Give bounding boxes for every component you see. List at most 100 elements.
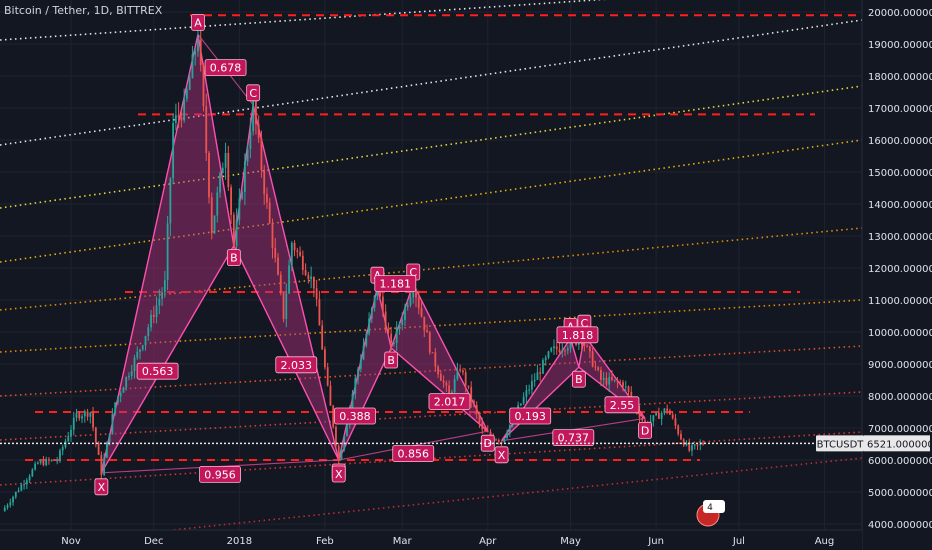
trend-channel-line — [0, 19, 863, 146]
y-tick-label: 7000.00000000 — [868, 424, 932, 435]
event-count-text: 4 — [707, 503, 713, 513]
candle-body — [536, 372, 539, 380]
pattern-point-b: B — [226, 249, 241, 267]
candle-body — [59, 450, 61, 461]
candle-body — [53, 459, 56, 461]
candle-body — [340, 449, 343, 460]
pattern-point-c-text: C — [249, 87, 257, 100]
ratio-xd-label-text: 0.856 — [397, 448, 429, 461]
y-tick-label: 11000.00000000 — [868, 296, 932, 307]
candle-body — [64, 441, 67, 448]
candle-body — [602, 377, 605, 380]
candle-body — [183, 98, 186, 121]
x-tick-label: 2018 — [227, 536, 252, 547]
candle-body — [9, 502, 12, 506]
pattern-point-x-text: X — [498, 449, 506, 462]
ratio-bd-label: 2.033 — [275, 356, 318, 374]
candle-body — [630, 391, 633, 399]
candle-body — [337, 445, 340, 460]
candle-body — [688, 442, 691, 451]
time-axis-panel — [0, 530, 862, 550]
y-tick-label: 20000.00000000 — [868, 8, 932, 19]
pattern-point-b-text: B — [575, 373, 583, 386]
candle-body — [3, 507, 6, 512]
pattern-point-c: C — [246, 84, 261, 102]
candle-body — [279, 274, 282, 293]
ratio-bd-label-box — [604, 396, 640, 414]
candle-body — [478, 413, 481, 423]
candle-body — [232, 214, 235, 246]
candle-body — [103, 457, 106, 475]
candle-body — [75, 413, 78, 418]
candle-body — [404, 306, 406, 320]
x-tick-label: May — [560, 536, 581, 547]
candle-body — [428, 332, 431, 353]
x-tick-label: Aug — [815, 536, 835, 547]
candle-body — [268, 202, 271, 223]
pattern-point-b-text: B — [387, 354, 395, 367]
candle-body — [326, 367, 329, 386]
trend-channel-line — [0, 85, 863, 209]
y-tick-label: 19000.00000000 — [868, 40, 932, 51]
candle-body — [285, 293, 288, 320]
pattern-point-d: D — [638, 421, 652, 439]
candle-body — [163, 280, 166, 293]
candle-body — [257, 124, 260, 139]
candle-body — [368, 318, 370, 334]
candle-body — [6, 505, 9, 508]
candle-body — [426, 330, 428, 333]
candle-body — [61, 447, 64, 451]
candle-body — [329, 385, 332, 406]
ratio-xd-label-box — [392, 445, 435, 463]
ratio-ac-label-text: 0.678 — [210, 62, 242, 75]
candle-body — [508, 424, 511, 434]
pattern-point-x: X — [94, 478, 109, 496]
candle-body — [197, 40, 199, 52]
pattern-point-b: B — [384, 351, 399, 369]
y-tick-label: 15000.00000000 — [868, 168, 932, 179]
pattern-point-b-box — [384, 351, 399, 369]
candle-body — [594, 366, 597, 368]
candle-body — [693, 444, 696, 446]
candle-body — [50, 459, 53, 461]
candle-body — [161, 292, 163, 299]
candle-body — [318, 299, 321, 326]
trend-channel-line — [0, 139, 863, 263]
ratio-xd-label-box — [552, 429, 595, 447]
candle-body — [624, 386, 627, 388]
candle-body — [619, 381, 622, 383]
candle-body — [484, 429, 486, 432]
candle-body — [147, 327, 150, 336]
chart-title: Bitcoin / Tether, 1D, BITTREX — [4, 4, 163, 17]
x-tick-label: Jun — [647, 536, 664, 547]
candle-body — [522, 396, 525, 404]
candle-body — [666, 408, 669, 411]
ratio-bd-label: 2.55 — [604, 396, 640, 414]
candle-body — [442, 380, 445, 383]
event-marker-icon[interactable]: 4 — [696, 500, 725, 527]
candle-body — [481, 422, 484, 430]
pattern-point-d-box — [638, 421, 652, 439]
pattern-point-x: X — [331, 465, 346, 483]
candle-body — [45, 459, 48, 466]
candle-body — [243, 161, 246, 193]
candle-body — [660, 413, 663, 419]
candle-body — [669, 410, 671, 415]
candle-body — [293, 242, 296, 251]
candle-body — [486, 431, 489, 433]
ratio-ac-label-box — [374, 275, 417, 293]
candle-body — [354, 378, 357, 394]
price-axis-panel — [862, 0, 932, 550]
y-tick-label: 8000.00000000 — [868, 392, 932, 403]
candle-body — [652, 415, 655, 422]
candle-body — [420, 308, 423, 317]
pattern-point-b-box — [226, 249, 241, 267]
candle-body — [448, 385, 451, 395]
candle-body — [48, 459, 50, 461]
candle-body — [186, 89, 188, 99]
candle-body — [616, 379, 619, 382]
pattern-point-x-text: X — [335, 468, 343, 481]
